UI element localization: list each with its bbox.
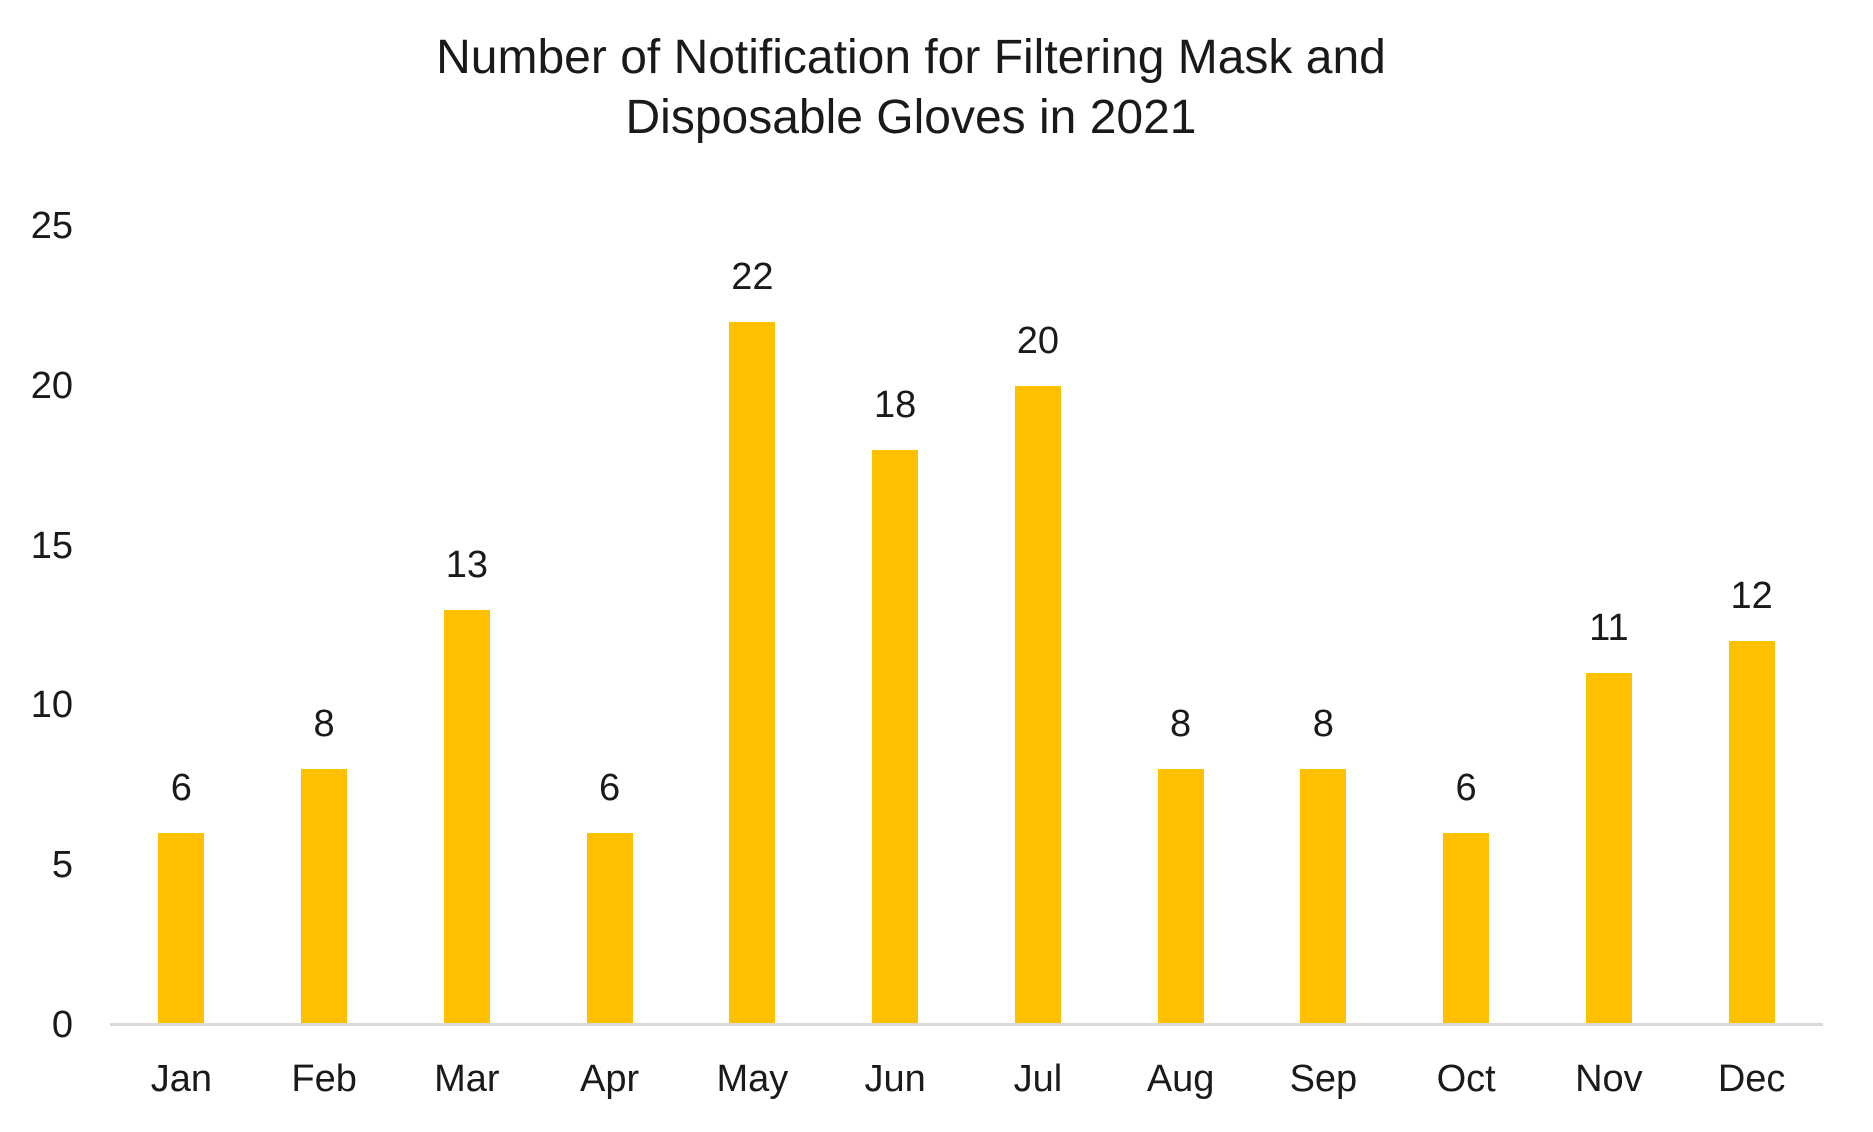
x-axis-label-jul: Jul bbox=[1013, 1058, 1063, 1100]
bar-column-dec: 12 bbox=[1680, 226, 1823, 1025]
bar-column-apr: 6 bbox=[538, 226, 681, 1025]
bar-column-sep: 8 bbox=[1252, 226, 1395, 1025]
bar-aug bbox=[1157, 769, 1204, 1025]
bar-column-may: 22 bbox=[681, 226, 824, 1025]
bar-value-label: 20 bbox=[1016, 319, 1060, 362]
bar-jul bbox=[1014, 385, 1061, 1025]
bar-value-label: 12 bbox=[1730, 575, 1773, 618]
y-tick-label-10: 10 bbox=[30, 684, 73, 727]
x-axis-label-oct: Oct bbox=[1436, 1058, 1496, 1100]
x-axis-label-aug: Aug bbox=[1146, 1058, 1215, 1100]
bar-mar bbox=[443, 609, 490, 1025]
bar-nov bbox=[1585, 673, 1632, 1025]
plot-area: 6 8 13 6 22 18 20 8 8 6 11 12 bbox=[110, 226, 1823, 1025]
x-axis-label-mar: Mar bbox=[434, 1058, 500, 1100]
bar-sep bbox=[1300, 769, 1347, 1025]
x-axis-label-apr: Apr bbox=[580, 1058, 640, 1100]
x-axis-label-jun: Jun bbox=[864, 1058, 926, 1100]
bar-feb bbox=[301, 769, 348, 1025]
x-axis-label-nov: Nov bbox=[1575, 1058, 1643, 1100]
chart-title-line-1: Number of Notification for Filtering Mas… bbox=[436, 31, 1386, 84]
bar-value-label: 8 bbox=[1170, 703, 1192, 746]
bar-value-label: 18 bbox=[873, 383, 917, 426]
bar-value-label: 6 bbox=[170, 767, 192, 810]
bar-column-aug: 8 bbox=[1109, 226, 1252, 1025]
chart-title-line-2: Disposable Gloves in 2021 bbox=[625, 91, 1197, 144]
bar-column-mar: 13 bbox=[396, 226, 539, 1025]
bar-value-label: 8 bbox=[1312, 703, 1334, 746]
bar-column-nov: 11 bbox=[1538, 226, 1681, 1025]
bar-may bbox=[729, 321, 776, 1025]
y-tick-label-25: 25 bbox=[30, 205, 73, 247]
y-tick-label-5: 5 bbox=[51, 844, 73, 887]
y-axis: 0 5 10 15 20 25 bbox=[0, 0, 73, 1132]
bar-jun bbox=[872, 449, 919, 1025]
bar-column-jun: 18 bbox=[824, 226, 967, 1025]
x-axis-label-jan: Jan bbox=[150, 1058, 213, 1100]
x-axis-label-sep: Sep bbox=[1289, 1058, 1358, 1100]
bar-value-label: 22 bbox=[731, 255, 774, 298]
bar-oct bbox=[1443, 833, 1490, 1025]
bar-column-jan: 6 bbox=[110, 226, 253, 1025]
bar-value-label: 8 bbox=[313, 703, 335, 746]
bar-value-label: 13 bbox=[445, 543, 489, 586]
y-tick-label-15: 15 bbox=[30, 524, 73, 567]
bar-column-oct: 6 bbox=[1395, 226, 1538, 1025]
bar-dec bbox=[1728, 641, 1775, 1025]
bar-value-label: 11 bbox=[1589, 607, 1629, 650]
bar-apr bbox=[586, 833, 633, 1025]
bar-column-feb: 8 bbox=[253, 226, 396, 1025]
chart-title: Number of Notification for Filtering Mas… bbox=[0, 28, 1822, 148]
x-axis-labels: Jan Feb Mar Apr May Jun Jul Aug Sep Oct Nov Dec bbox=[110, 1056, 1823, 1102]
bar-column-jul: 20 bbox=[967, 226, 1110, 1025]
x-axis-line bbox=[110, 1023, 1823, 1026]
x-axis-label-feb: Feb bbox=[291, 1058, 357, 1100]
y-tick-label-20: 20 bbox=[30, 364, 73, 407]
bar-value-label: 6 bbox=[1455, 767, 1477, 810]
bar-jan bbox=[158, 833, 205, 1025]
y-tick-label-0: 0 bbox=[51, 1004, 73, 1046]
bar-value-label: 6 bbox=[599, 767, 621, 810]
x-axis-label-may: May bbox=[716, 1058, 789, 1100]
x-axis-label-dec: Dec bbox=[1717, 1058, 1786, 1100]
